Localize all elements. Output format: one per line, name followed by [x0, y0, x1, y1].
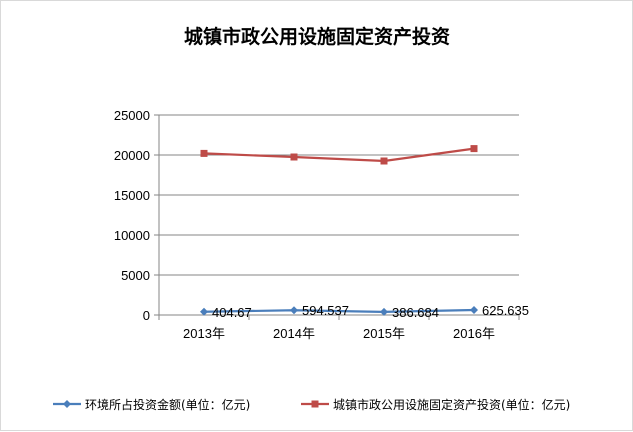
series-line-0: [203, 308, 475, 314]
legend-entry-0: 环境所占投资金额(单位：亿元): [85, 397, 250, 412]
x-tick-label: 2014年: [273, 326, 315, 341]
data-point: [200, 149, 208, 157]
legend-entry-1: 城镇市政公用设施固定资产投资(单位：亿元): [333, 397, 570, 412]
data-point: [290, 153, 298, 161]
data-point: [470, 145, 478, 153]
y-tick-label: 5000: [121, 268, 150, 283]
y-tick-label: 25000: [114, 108, 150, 123]
x-tick-label: 2013年: [183, 326, 225, 341]
data-point: [470, 305, 478, 314]
legend-marker-1: [311, 400, 319, 408]
data-point: [380, 157, 388, 165]
data-point: [200, 307, 208, 316]
series-line-1: [203, 147, 475, 163]
data-label: 386.684: [392, 305, 439, 320]
data-point: [290, 306, 298, 315]
data-label: 404.67: [212, 305, 252, 320]
legend-marker-0: [63, 400, 71, 408]
data-point: [380, 307, 388, 316]
x-tick-label: 2016年: [453, 326, 495, 341]
data-label: 594.537: [302, 303, 349, 318]
x-tick-label: 2015年: [363, 326, 405, 341]
y-tick-label: 10000: [114, 228, 150, 243]
data-label: 625.635: [482, 303, 529, 318]
chart-title: 城镇市政公用设施固定资产投资: [184, 25, 450, 48]
y-tick-label: 0: [143, 308, 150, 323]
y-tick-label: 20000: [114, 148, 150, 163]
y-tick-label: 15000: [114, 188, 150, 203]
